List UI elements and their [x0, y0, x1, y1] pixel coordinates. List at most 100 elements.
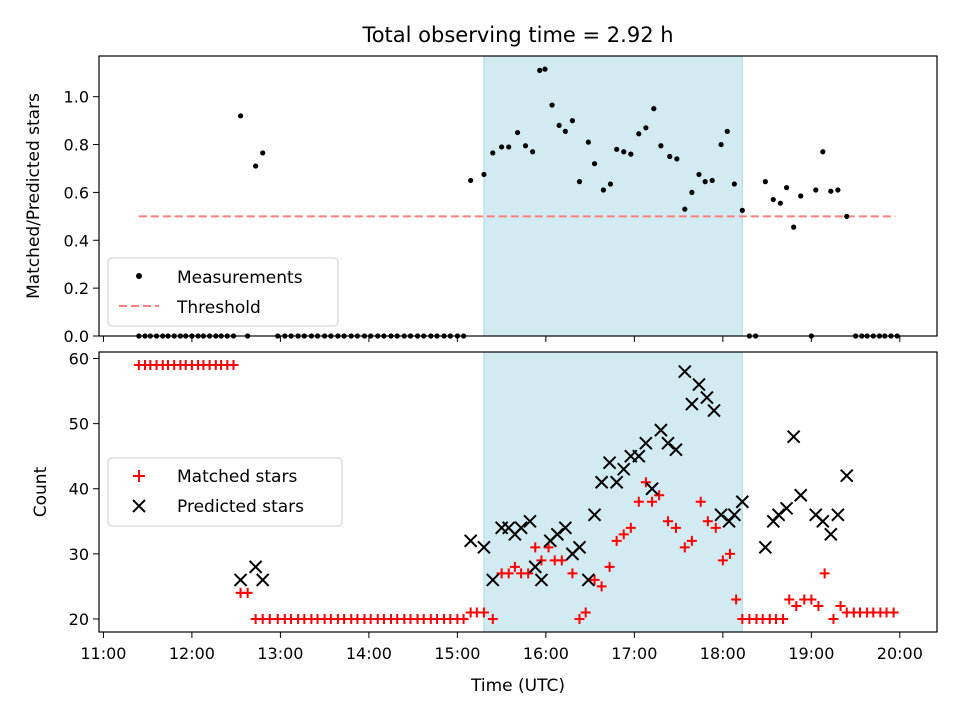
measurement-point — [777, 200, 783, 206]
predicted-star-point — [692, 377, 706, 392]
matched-star-point — [589, 574, 600, 585]
measurement-point — [576, 179, 583, 185]
measurement-point — [643, 125, 649, 131]
measurement-point — [628, 151, 634, 157]
ratio-panel: 0.0 0.2 0.4 0.6 0.8 1.0 Matched/Predicted sta… — [24, 55, 938, 346]
measurement-point — [607, 181, 614, 187]
matched-star-point — [530, 542, 541, 553]
predicted-star-point — [735, 495, 750, 509]
count-x-tick-label: 14:00 — [346, 644, 392, 663]
predicted-star-point — [587, 508, 602, 522]
predicted-star-point — [654, 423, 668, 437]
predicted-star-point — [639, 436, 653, 450]
count-legend: Matched stars Predicted stars — [107, 457, 343, 527]
matched-star-point — [819, 568, 830, 579]
predicted-star-point — [594, 475, 609, 489]
measurement-point — [514, 129, 521, 136]
measurement-point — [468, 177, 474, 184]
measurement-point — [556, 122, 562, 129]
matched-star-point — [778, 613, 789, 624]
matched-star-point — [523, 568, 534, 579]
measurement-point — [481, 171, 487, 178]
predicted-star-point — [558, 521, 573, 535]
predicted-star-point — [779, 501, 794, 515]
measurement-point — [237, 113, 244, 119]
predicted-star-point — [786, 429, 801, 444]
predicted-star-point — [700, 390, 714, 405]
measurement-point — [709, 177, 715, 184]
count-y-axis-label: Count — [31, 466, 51, 517]
measurement-point — [718, 141, 724, 148]
measurement-point — [739, 207, 745, 213]
ratio-legend-box — [107, 257, 339, 327]
predicted-star-point — [661, 436, 675, 450]
count-y-tick-label: 30 — [69, 545, 89, 564]
predicted-star-point — [255, 573, 270, 587]
matched-star-point — [888, 607, 899, 618]
legend-matched-label: Matched stars — [177, 467, 297, 487]
predicted-star-point — [824, 527, 838, 542]
matched-star-point — [813, 600, 824, 611]
legend-measurements-marker — [136, 273, 142, 279]
count-x-tick-label: 19:00 — [788, 644, 834, 663]
predicted-star-point — [794, 488, 808, 502]
legend-predicted-label: Predicted stars — [177, 497, 304, 517]
matched-star-point — [702, 516, 713, 527]
count-y-tick-label: 60 — [69, 350, 89, 369]
matched-star-point — [686, 535, 697, 546]
count-x-tick-label: 13:00 — [257, 644, 303, 663]
ratio-y-axis-label: Matched/Predicted stars — [24, 93, 44, 299]
matched-star-point — [503, 568, 514, 579]
measurement-point — [696, 171, 702, 178]
measurement-point — [260, 150, 266, 156]
measurement-point — [770, 196, 776, 203]
count-x-tick-label: 15:00 — [434, 644, 480, 663]
ratio-y-tick-label: 0.0 — [64, 327, 89, 346]
predicted-star-point — [645, 482, 659, 496]
measurement-point — [542, 66, 548, 72]
matched-star-point — [670, 522, 681, 533]
measurement-point — [614, 146, 620, 152]
ratio-y-tick-label: 0.6 — [64, 183, 89, 202]
legend-predicted-marker — [132, 499, 146, 513]
measurement-point — [835, 187, 841, 193]
measurement-point — [621, 149, 627, 155]
measurement-point — [658, 143, 664, 149]
measurement-point — [820, 149, 826, 155]
matched-star-point — [662, 516, 673, 527]
predicted-star-point — [581, 573, 596, 587]
measurement-point — [674, 156, 680, 162]
count-y-tick-label: 50 — [69, 415, 89, 434]
predicted-star-point — [669, 442, 683, 457]
legend-threshold-label: Threshold — [176, 298, 261, 318]
matched-star-point — [580, 607, 591, 618]
measurement-point — [253, 163, 259, 169]
predicted-star-point — [477, 540, 491, 555]
predicted-star-point — [514, 521, 528, 535]
measurement-point — [600, 187, 606, 193]
measurement-point — [651, 106, 657, 112]
ratio-y-tick-label: 0.2 — [64, 279, 89, 298]
predicted-star-point — [758, 540, 773, 555]
matched-star-point — [458, 613, 469, 624]
matched-star-point — [717, 555, 728, 566]
count-x-ticks: 11:00 12:00 13:00 14:00 15:00 16:00 17:00 18:00… — [80, 632, 923, 663]
measurement-point — [791, 224, 797, 230]
measurement-point — [689, 189, 695, 196]
matched-star-point — [654, 490, 665, 501]
measurement-point — [537, 67, 543, 73]
predicted-star-point — [617, 462, 631, 476]
ratio-x-ticks — [102, 336, 901, 342]
matched-star-point — [625, 522, 636, 533]
legend-measurements-label: Measurements — [177, 268, 303, 288]
predicted-star-point — [609, 475, 624, 489]
count-x-tick-label: 18:00 — [700, 644, 746, 663]
count-x-tick-label: 16:00 — [523, 644, 569, 663]
measurement-point — [762, 179, 768, 185]
measurement-point — [783, 185, 790, 191]
measurement-point — [591, 161, 598, 167]
ratio-y-tick-label: 0.8 — [64, 136, 89, 155]
count-panel: 20 30 40 50 60 11:00 12:00 13:00 14:00 15:00 16:0… — [31, 350, 938, 696]
measurement-point — [702, 179, 708, 185]
count-panel-frame — [98, 351, 938, 633]
